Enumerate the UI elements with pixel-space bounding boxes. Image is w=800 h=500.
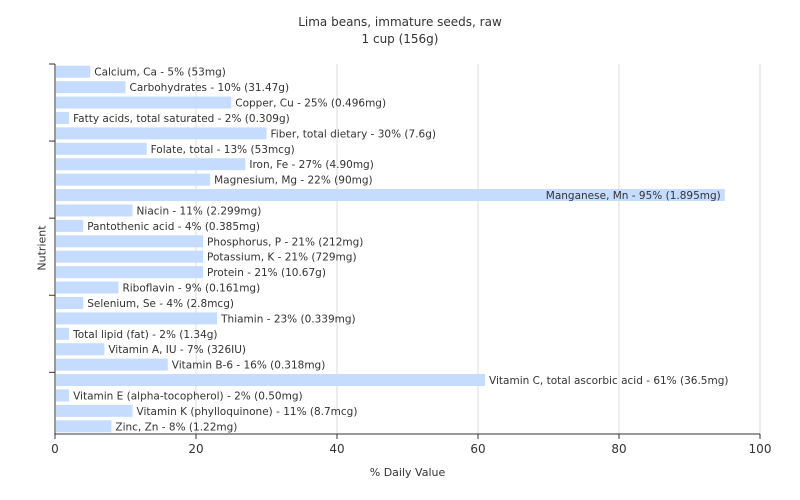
bar [56, 296, 84, 309]
bar [56, 111, 70, 124]
bar [56, 420, 112, 433]
bar [56, 158, 246, 171]
bar [56, 96, 232, 109]
bar [56, 312, 218, 325]
bar [56, 358, 168, 371]
bar [56, 266, 204, 279]
x-tick-label: 0 [51, 442, 59, 456]
bar [56, 204, 133, 217]
chart-subtitle: 1 cup (156g) [361, 32, 439, 46]
x-tick-label: 60 [470, 442, 485, 456]
bar-data-label: Protein - 21% (10.67g) [207, 267, 326, 279]
bar [56, 81, 126, 94]
bar [56, 250, 204, 263]
bar [56, 389, 70, 402]
bar [56, 281, 119, 294]
x-axis-label: % Daily Value [369, 466, 446, 479]
bar-data-label: Vitamin C, total ascorbic acid - 61% (36… [489, 375, 728, 387]
bar [56, 65, 91, 78]
bar-data-label: Manganese, Mn - 95% (1.895mg) [546, 190, 721, 202]
bar-data-label: Vitamin A, IU - 7% (326IU) [108, 344, 246, 356]
bar-data-label: Zinc, Zn - 8% (1.22mg) [115, 421, 237, 433]
bar-data-label: Potassium, K - 21% (729mg) [207, 252, 357, 264]
bar-data-label: Vitamin K (phylloquinone) - 11% (8.7mcg) [137, 406, 358, 418]
bar [56, 219, 84, 232]
bar-data-label: Phosphorus, P - 21% (212mg) [207, 236, 363, 248]
bar-data-label: Pantothenic acid - 4% (0.385mg) [87, 221, 260, 233]
bar-data-label: Fiber, total dietary - 30% (7.6g) [271, 128, 436, 140]
bar-data-label: Fatty acids, total saturated - 2% (0.309… [73, 113, 290, 125]
bar [56, 404, 133, 417]
x-tick-label: 100 [749, 442, 772, 456]
bar [56, 374, 486, 387]
bar [56, 235, 204, 248]
chart-title: Lima beans, immature seeds, raw [298, 15, 502, 29]
bar-data-label: Iron, Fe - 27% (4.90mg) [249, 159, 373, 171]
bar-data-label: Calcium, Ca - 5% (53mg) [94, 67, 226, 79]
bar [56, 189, 725, 202]
bar [56, 327, 70, 340]
x-tick-label: 40 [329, 442, 344, 456]
x-tick-label: 80 [611, 442, 626, 456]
bar [56, 343, 105, 356]
bar-data-label: Vitamin B-6 - 16% (0.318mg) [172, 360, 326, 372]
bar-data-label: Vitamin E (alpha-tocopherol) - 2% (0.50m… [73, 390, 303, 402]
x-tick-label: 20 [188, 442, 203, 456]
bar [56, 173, 211, 186]
bar-data-label: Folate, total - 13% (53mcg) [151, 144, 295, 156]
bar-data-label: Niacin - 11% (2.299mg) [137, 205, 262, 217]
bar [56, 142, 147, 155]
bar-data-label: Selenium, Se - 4% (2.8mcg) [87, 298, 234, 310]
bar-data-label: Magnesium, Mg - 22% (90mg) [214, 175, 373, 187]
bar-data-label: Thiamin - 23% (0.339mg) [220, 313, 356, 325]
bar-data-label: Total lipid (fat) - 2% (1.34g) [72, 329, 217, 341]
bar-data-label: Carbohydrates - 10% (31.47g) [130, 82, 290, 94]
bar-data-label: Riboflavin - 9% (0.161mg) [122, 283, 260, 295]
bar [56, 127, 267, 140]
bar-data-label: Copper, Cu - 25% (0.496mg) [235, 98, 386, 110]
